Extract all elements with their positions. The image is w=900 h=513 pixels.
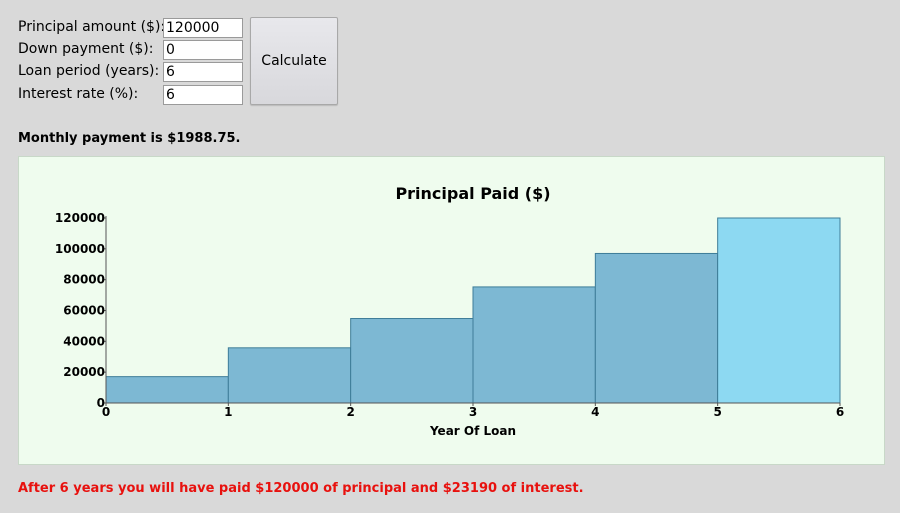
- interest-rate-input[interactable]: [163, 85, 243, 105]
- chart-bar-year-6: [717, 217, 841, 404]
- down-payment-input[interactable]: [163, 40, 243, 60]
- principal-label: Principal amount ($):: [18, 19, 166, 35]
- chart-bar-year-4: [472, 286, 596, 404]
- loan-period-label: Loan period (years):: [18, 63, 160, 79]
- chart-y-ticks: 0 20000 40000 60000 80000 100000 120000: [55, 211, 106, 410]
- chart-x-tick-label: 0: [102, 405, 110, 419]
- down-payment-row: Down payment ($):: [18, 40, 248, 60]
- loan-period-input[interactable]: [163, 62, 243, 82]
- interest-rate-row: Interest rate (%):: [18, 85, 248, 105]
- chart-y-tick-label: 20000: [63, 365, 105, 379]
- chart-bar-year-1: [105, 376, 229, 404]
- chart-title: Principal Paid ($): [395, 184, 550, 203]
- principal-input[interactable]: [163, 18, 243, 38]
- chart-bar-year-2: [227, 347, 352, 404]
- chart-y-tick-label: 40000: [63, 334, 105, 348]
- chart-x-tick-label: 5: [713, 405, 721, 419]
- down-payment-label: Down payment ($):: [18, 41, 154, 57]
- calculate-button[interactable]: Calculate: [250, 17, 338, 105]
- chart-x-tick-label: 1: [224, 405, 232, 419]
- chart-x-tick-label: 4: [591, 405, 599, 419]
- summary-text: After 6 years you will have paid $120000…: [18, 481, 584, 496]
- chart-x-tick-label: 6: [836, 405, 844, 419]
- chart-y-tick-label: 100000: [55, 242, 105, 256]
- chart-x-tick-label: 3: [469, 405, 477, 419]
- chart-bars: [105, 217, 841, 404]
- monthly-payment-text: Monthly payment is $1988.75.: [18, 131, 241, 146]
- chart-y-tick-label: 0: [97, 396, 105, 410]
- chart-x-axis-label: Year Of Loan: [429, 424, 516, 438]
- interest-rate-label: Interest rate (%):: [18, 86, 139, 102]
- chart-x-ticks: 0 1 2 3 4 5 6: [102, 403, 844, 419]
- chart-y-tick-label: 80000: [63, 273, 105, 287]
- principal-row: Principal amount ($):: [18, 18, 248, 38]
- chart-y-tick-label: 60000: [63, 304, 105, 318]
- loan-period-row: Loan period (years):: [18, 62, 248, 82]
- chart-y-tick-label: 120000: [55, 211, 105, 225]
- chart-bar-year-3: [350, 318, 474, 404]
- chart-x-tick-label: 2: [346, 405, 354, 419]
- chart-bar-year-5: [594, 252, 719, 404]
